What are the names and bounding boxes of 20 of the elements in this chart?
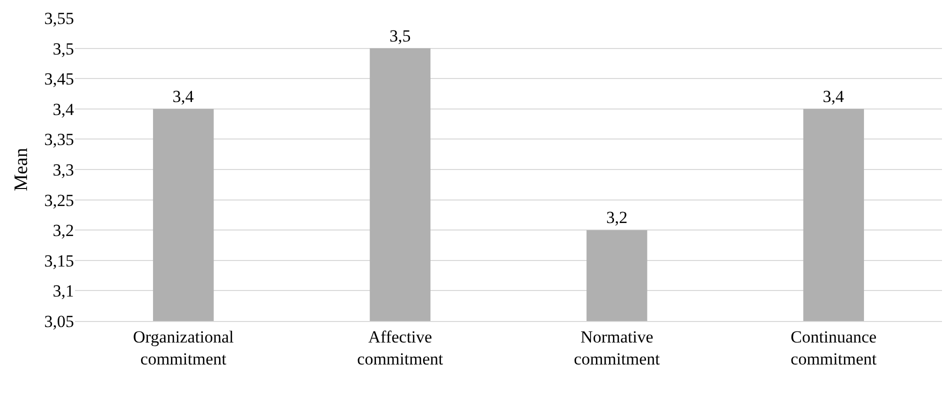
data-label: 3,4 [822,86,844,106]
y-tick-label: 3,35 [44,130,74,150]
y-axis-title: Mean [11,147,32,192]
y-tick-label: 3,05 [44,312,74,331]
y-tick-label: 3,2 [52,221,74,240]
y-tick-label: 3,15 [44,251,74,270]
y-tick-label: 3,1 [52,282,74,301]
y-tick-label: 3,55 [44,8,74,28]
y-tick-label: 3,45 [44,70,74,89]
data-label: 3,4 [172,86,194,106]
x-tick-label: Organizational commitment [133,327,234,368]
data-label: 3,2 [606,208,628,228]
x-tick-label: Normative commitment [574,327,660,368]
x-tick-label: Affective commitment [357,327,444,368]
x-tick-label: Continuance commitment [790,327,877,368]
data-label: 3,5 [390,26,411,46]
y-tick-label: 3,5 [52,39,74,58]
y-tick-label: 3,4 [52,100,74,119]
y-tick-label: 3,3 [52,160,74,180]
y-tick-label: 3,25 [44,190,74,210]
